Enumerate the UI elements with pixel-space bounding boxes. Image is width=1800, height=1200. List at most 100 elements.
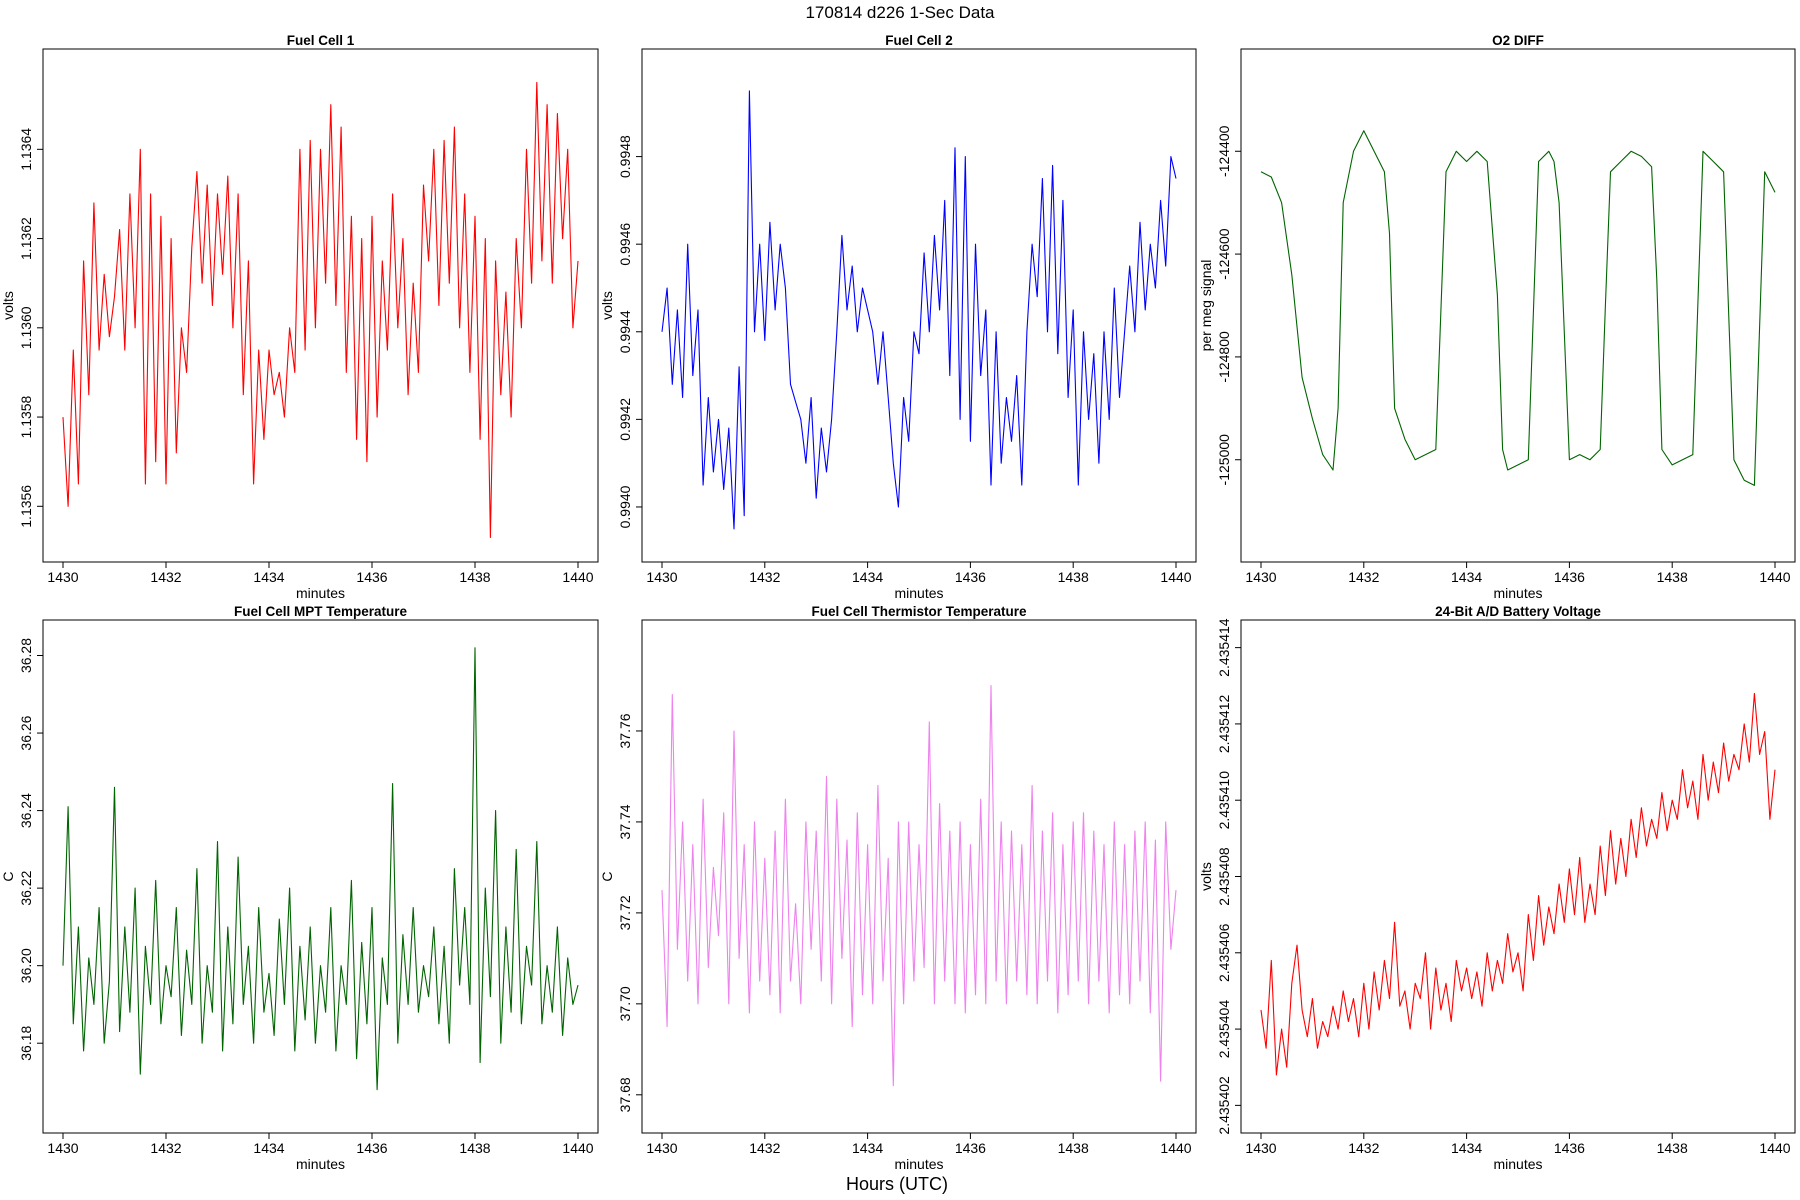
y-tick-label: 1.1356 <box>18 485 34 528</box>
y-tick-label: 0.9940 <box>617 485 633 528</box>
y-tick-label: 37.74 <box>617 804 633 839</box>
series-line-1 <box>1260 692 1776 1076</box>
y-axis-label: volts <box>0 291 16 320</box>
y-tick-label: 0.9944 <box>617 310 633 353</box>
y-tick-label: 36.22 <box>18 870 34 905</box>
y-tick-label: 2.435414 <box>1216 618 1232 677</box>
plot-frame <box>42 619 599 1134</box>
series-line-1 <box>1260 130 1776 486</box>
x-tick-label: 1434 <box>852 1140 883 1156</box>
y-tick-label: 2.435406 <box>1216 923 1232 982</box>
x-tick-label: 1434 <box>1451 569 1482 585</box>
plot-frame <box>1240 619 1796 1134</box>
panel-title: Fuel Cell 2 <box>885 33 953 48</box>
y-tick-label: 0.9948 <box>617 135 633 178</box>
x-tick-label: 1438 <box>1058 569 1089 585</box>
x-tick-label: 1436 <box>1554 569 1585 585</box>
x-axis-label: minutes <box>1493 1156 1542 1172</box>
y-tick-label: -124400 <box>1216 125 1232 177</box>
series-line-1 <box>62 81 579 539</box>
panel-6: 24-Bit A/D Battery Voltage 1430 1432 1434 14… <box>1198 604 1796 1172</box>
x-tick-label: 1432 <box>1348 569 1379 585</box>
panel-title: Fuel Cell 1 <box>287 33 355 48</box>
panel-title: 24-Bit A/D Battery Voltage <box>1435 604 1601 619</box>
x-tick-label: 1436 <box>955 1140 986 1156</box>
x-axis-label: minutes <box>894 1156 943 1172</box>
x-tick-label: 1440 <box>1160 569 1191 585</box>
series-line-1 <box>661 90 1177 530</box>
x-axis-label: minutes <box>894 585 943 601</box>
x-tick-label: 1434 <box>253 569 284 585</box>
panel-title: O2 DIFF <box>1492 33 1544 48</box>
x-axis-label: minutes <box>1493 585 1542 601</box>
panel-2: Fuel Cell 2 1430 1432 1434 1436 1438 1440 minut… <box>599 33 1197 601</box>
series-line-1 <box>62 647 579 1091</box>
x-tick-label: 1436 <box>356 569 387 585</box>
x-tick-label: 1432 <box>749 569 780 585</box>
x-tick-label: 1438 <box>1058 1140 1089 1156</box>
x-tick-label: 1436 <box>1554 1140 1585 1156</box>
plot-frame <box>641 48 1197 563</box>
series-line-1 <box>661 684 1177 1087</box>
x-tick-label: 1430 <box>1245 1140 1276 1156</box>
y-axis-label: C <box>0 871 16 881</box>
x-axis-label: minutes <box>296 1156 345 1172</box>
x-tick-label: 1440 <box>562 1140 593 1156</box>
y-tick-label: 37.68 <box>617 1077 633 1112</box>
plot-frame <box>1240 48 1796 563</box>
x-tick-label: 1432 <box>150 1140 181 1156</box>
y-tick-label: -124600 <box>1216 228 1232 280</box>
panels: Fuel Cell 1 1430 1432 1434 1436 1438 1440 minut… <box>0 33 1796 1172</box>
x-tick-label: 1430 <box>47 569 78 585</box>
y-tick-label: 36.26 <box>18 715 34 750</box>
y-tick-label: 2.435404 <box>1216 1000 1232 1059</box>
x-tick-label: 1432 <box>749 1140 780 1156</box>
x-tick-label: 1430 <box>1245 569 1276 585</box>
y-axis-label: volts <box>599 291 615 320</box>
y-tick-label: 36.28 <box>18 638 34 673</box>
y-tick-label: 1.1360 <box>18 306 34 349</box>
y-tick-label: -125000 <box>1216 434 1232 486</box>
x-tick-label: 1430 <box>47 1140 78 1156</box>
y-tick-label: 36.20 <box>18 948 34 983</box>
y-tick-label: 1.1364 <box>18 128 34 171</box>
x-tick-label: 1430 <box>646 1140 677 1156</box>
x-tick-label: 1440 <box>562 569 593 585</box>
y-tick-label: 1.1358 <box>18 395 34 438</box>
y-axis-label: C <box>599 871 615 881</box>
x-tick-label: 1440 <box>1160 1140 1191 1156</box>
panel-4: Fuel Cell MPT Temperature 1430 1432 1434 143… <box>0 604 599 1172</box>
x-tick-label: 1432 <box>150 569 181 585</box>
panel-1: Fuel Cell 1 1430 1432 1434 1436 1438 1440 minut… <box>0 33 599 601</box>
panel-5: Fuel Cell Thermistor Temperature 1430 1432… <box>599 604 1197 1172</box>
y-tick-label: 36.24 <box>18 793 34 828</box>
panel-3: O2 DIFF 1430 1432 1434 1436 1438 1440 minutes -1… <box>1198 33 1796 601</box>
figure-title: 170814 d226 1-Sec Data <box>805 3 995 22</box>
x-axis-label: minutes <box>296 585 345 601</box>
x-tick-label: 1438 <box>1657 1140 1688 1156</box>
x-tick-label: 1438 <box>459 569 490 585</box>
x-tick-label: 1430 <box>646 569 677 585</box>
y-tick-label: 37.70 <box>617 986 633 1021</box>
y-tick-label: 0.9942 <box>617 398 633 441</box>
y-tick-label: 2.435408 <box>1216 847 1232 906</box>
y-tick-label: 1.1362 <box>18 217 34 260</box>
y-tick-label: 0.9946 <box>617 223 633 266</box>
figure-bottom-label: Hours (UTC) <box>846 1174 948 1194</box>
x-tick-label: 1436 <box>356 1140 387 1156</box>
x-tick-label: 1438 <box>1657 569 1688 585</box>
y-tick-label: -124800 <box>1216 331 1232 383</box>
y-tick-label: 36.18 <box>18 1025 34 1060</box>
x-tick-label: 1432 <box>1348 1140 1379 1156</box>
y-axis-label: per meg signal <box>1198 260 1214 352</box>
panel-title: Fuel Cell Thermistor Temperature <box>811 604 1027 619</box>
y-tick-label: 2.435412 <box>1216 695 1232 754</box>
panel-title: Fuel Cell MPT Temperature <box>234 604 408 619</box>
x-tick-label: 1436 <box>955 569 986 585</box>
y-tick-label: 37.76 <box>617 713 633 748</box>
y-axis-label: volts <box>1198 862 1214 891</box>
y-tick-label: 37.72 <box>617 895 633 930</box>
x-tick-label: 1434 <box>852 569 883 585</box>
x-tick-label: 1438 <box>459 1140 490 1156</box>
